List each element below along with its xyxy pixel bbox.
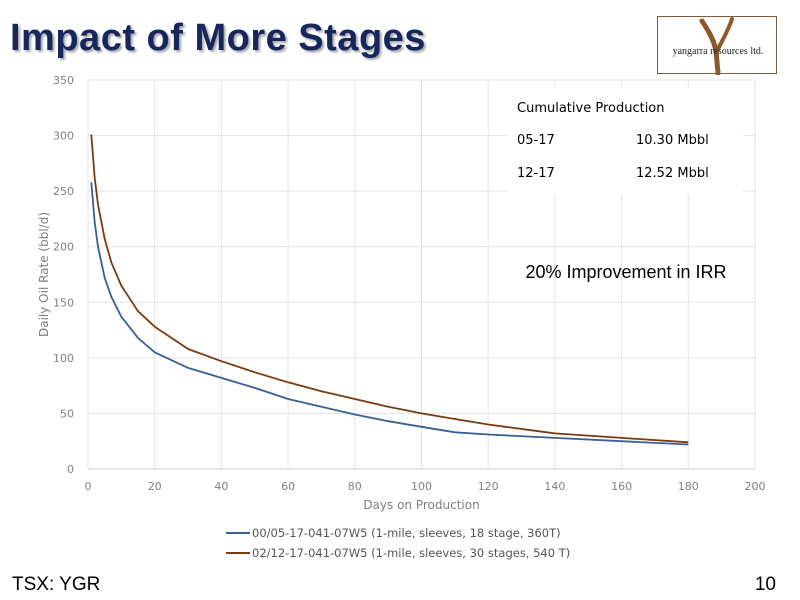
ticker-footer: TSX: YGR bbox=[12, 574, 101, 595]
x-tick-label: 40 bbox=[214, 480, 228, 493]
cumulative-row-value: 10.30 Mbbl bbox=[636, 133, 709, 148]
x-tick-label: 20 bbox=[148, 480, 162, 493]
x-tick-label: 140 bbox=[544, 480, 565, 493]
y-tick-label: 300 bbox=[53, 130, 74, 143]
cumulative-row-well: 12-17 bbox=[517, 166, 555, 181]
legend-entry-1: 00/05-17-041-07W5 (1-mile, sleeves, 18 s… bbox=[252, 526, 561, 540]
y-axis-title: Daily Oil Rate (bbl/d) bbox=[37, 212, 51, 337]
company-logo: yangarra resources ltd. bbox=[657, 16, 777, 75]
cumulative-row-value: 12.52 Mbbl bbox=[636, 166, 709, 181]
logo-y-mark bbox=[699, 17, 734, 75]
irr-annotation: 20% Improvement in IRR bbox=[525, 262, 726, 282]
x-tick-label: 0 bbox=[85, 480, 92, 493]
series-line-1 bbox=[90, 182, 689, 446]
y-tick-label: 150 bbox=[53, 296, 74, 309]
y-tick-label: 100 bbox=[53, 352, 74, 365]
x-tick-label: 180 bbox=[678, 480, 699, 493]
y-tick-label: 0 bbox=[67, 463, 74, 476]
page-number: 10 bbox=[754, 574, 776, 595]
x-tick-label: 160 bbox=[611, 480, 632, 493]
x-axis-title: Days on Production bbox=[363, 498, 479, 512]
series-line-2 bbox=[90, 134, 689, 444]
legend-entry-2: 02/12-17-041-07W5 (1-mile, sleeves, 30 s… bbox=[252, 546, 570, 560]
x-tick-label: 200 bbox=[745, 480, 766, 493]
slide-title: Impact of More Stages bbox=[10, 17, 426, 59]
cumulative-production-title: Cumulative Production bbox=[517, 101, 665, 116]
y-tick-label: 350 bbox=[53, 74, 74, 87]
cumulative-row-well: 05-17 bbox=[517, 133, 555, 148]
y-tick-label: 50 bbox=[60, 407, 74, 420]
annotation-background bbox=[508, 88, 743, 194]
x-tick-label: 60 bbox=[281, 480, 295, 493]
x-tick-label: 120 bbox=[478, 480, 499, 493]
y-tick-label: 250 bbox=[53, 185, 74, 198]
logo-text: yangarra resources ltd. bbox=[672, 46, 764, 57]
y-tick-label: 200 bbox=[53, 241, 74, 254]
x-tick-label: 100 bbox=[411, 480, 432, 493]
x-tick-label: 80 bbox=[348, 480, 362, 493]
